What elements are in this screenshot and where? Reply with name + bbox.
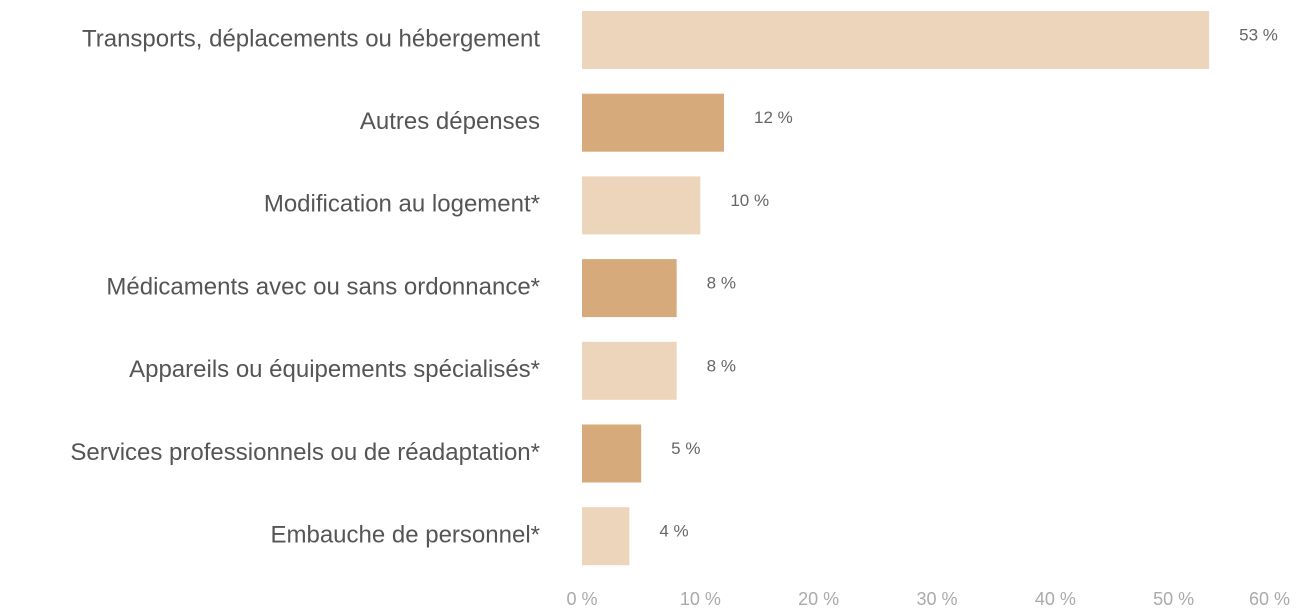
bar [582, 93, 724, 152]
category-label: Services professionnels ou de réadaptati… [70, 439, 540, 466]
value-label: 8 % [707, 274, 736, 293]
category-label: Appareils ou équipements spécialisés* [129, 356, 540, 383]
x-tick-label: 10 % [680, 589, 721, 609]
category-label: Autres dépenses [360, 108, 540, 135]
bar [582, 259, 677, 318]
bar [582, 176, 701, 235]
x-tick-label: 60 % [1249, 589, 1290, 609]
x-tick-label: 0 % [566, 589, 597, 609]
x-tick-label: 40 % [1035, 589, 1076, 609]
category-label: Médicaments avec ou sans ordonnance* [106, 273, 540, 300]
x-tick-label: 20 % [798, 589, 839, 609]
x-tick-label: 30 % [916, 589, 957, 609]
category-label: Transports, déplacements ou hébergement [82, 25, 540, 52]
bar [582, 11, 1210, 69]
value-label: 10 % [730, 191, 769, 210]
bar [582, 507, 630, 566]
category-label: Embauche de personnel* [270, 522, 540, 549]
x-tick-label: 50 % [1153, 589, 1194, 609]
value-label: 8 % [707, 356, 736, 375]
value-label: 5 % [671, 439, 700, 458]
value-label: 12 % [754, 108, 793, 127]
value-label: 53 % [1239, 25, 1278, 44]
bar [582, 341, 677, 400]
category-label: Modification au logement* [264, 191, 540, 218]
value-label: 4 % [659, 522, 688, 541]
bar [582, 424, 642, 483]
